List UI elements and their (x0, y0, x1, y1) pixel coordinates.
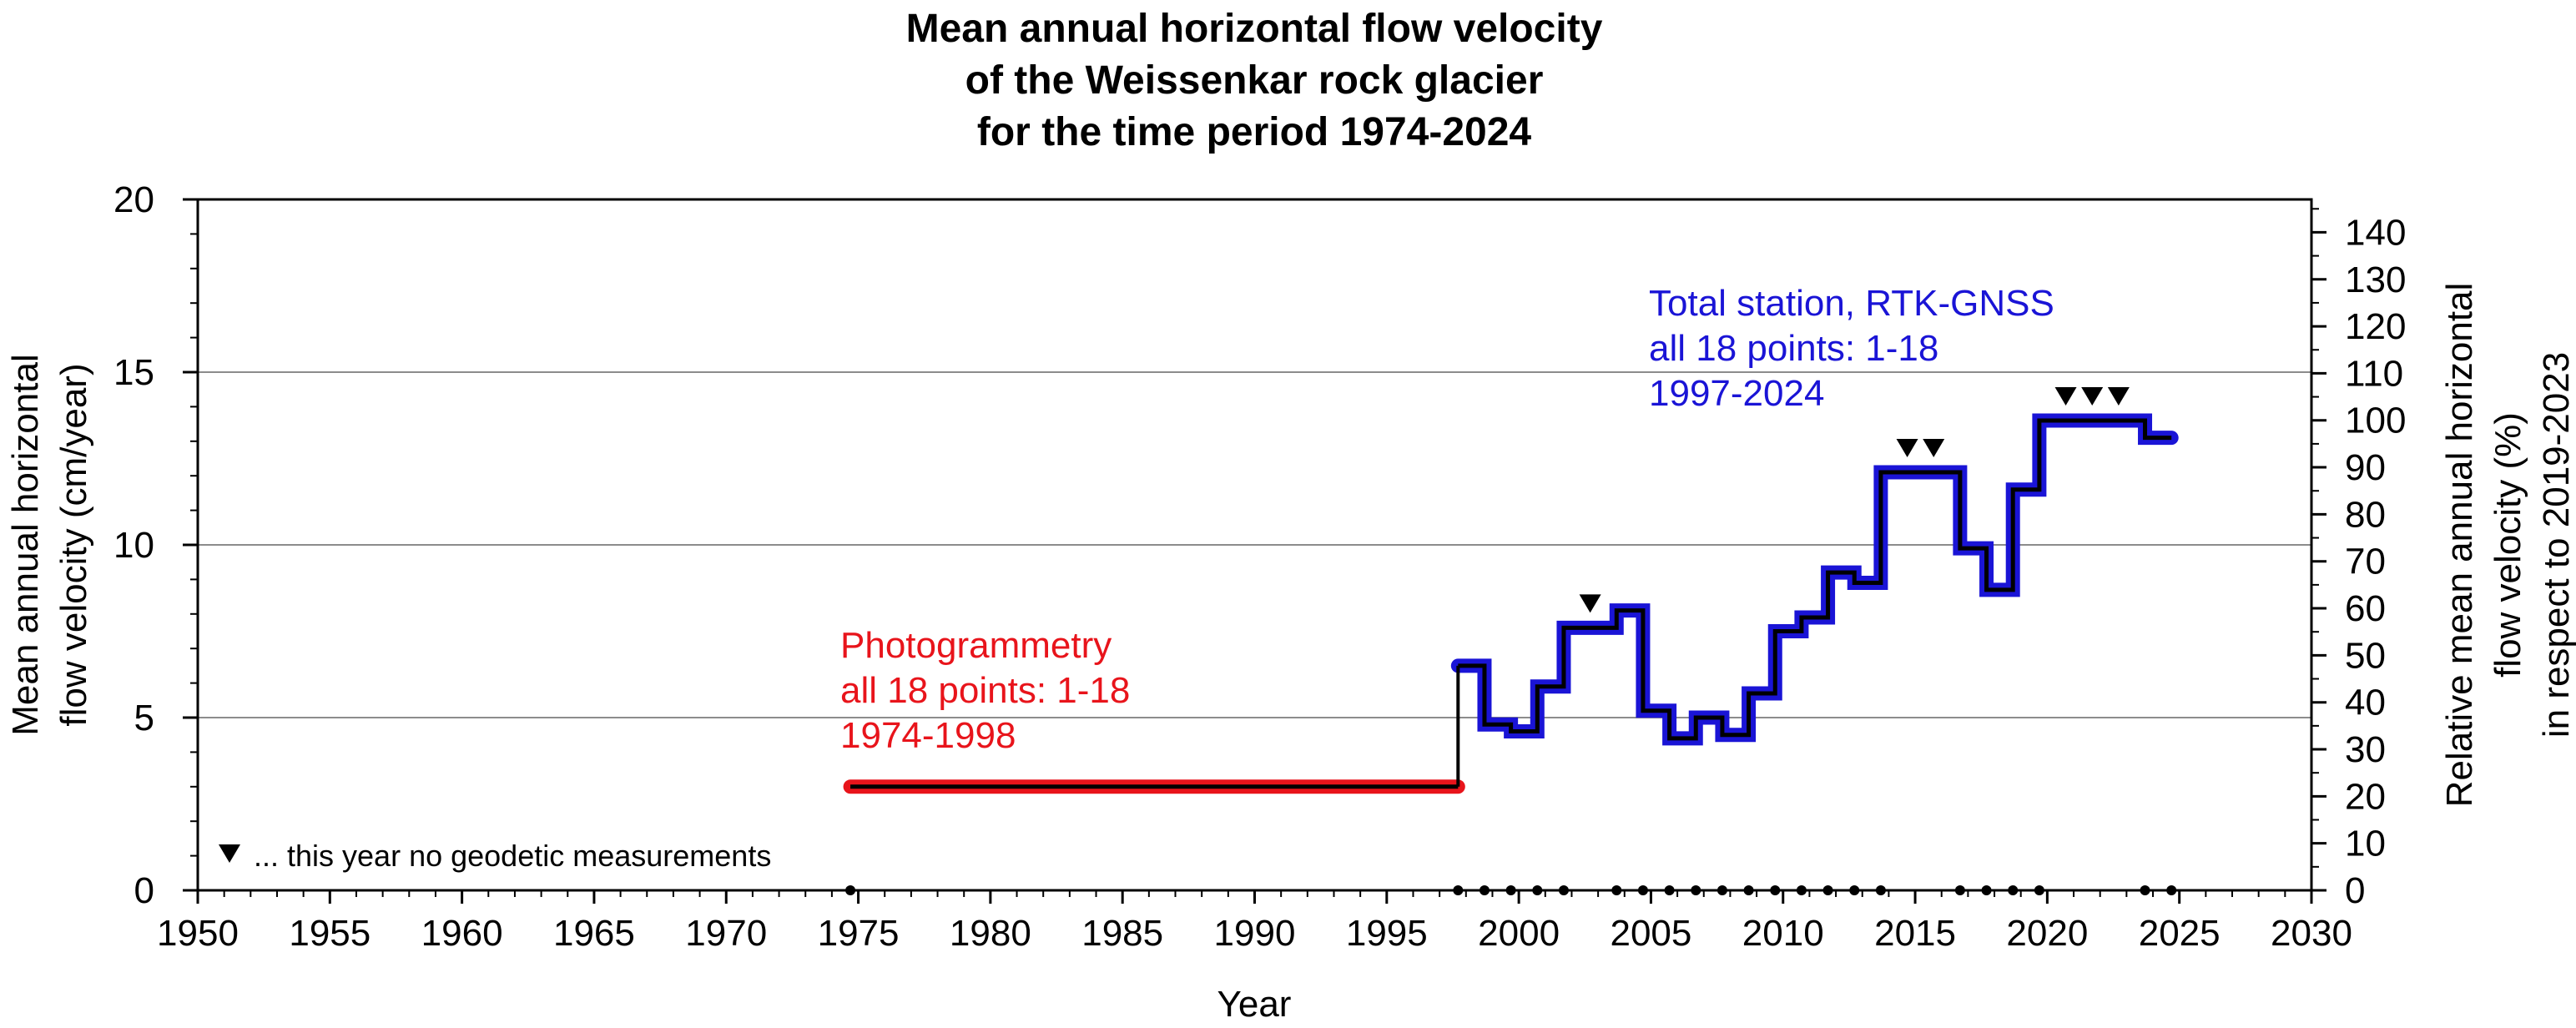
y2-tick-label: 30 (2345, 729, 2386, 770)
x-tick-label: 1965 (553, 913, 635, 954)
no-measurement-marker (1896, 439, 1918, 458)
x-tick-label: 1970 (685, 913, 767, 954)
y2-axis-label: Relative mean annual horizontal flow vel… (2439, 283, 2576, 808)
no-measurement-marker (2054, 386, 2077, 406)
y2-tick-label: 10 (2345, 824, 2386, 864)
series-total-station-outline (1450, 413, 2179, 746)
series-layer (843, 413, 2179, 794)
y2-tick-label: 110 (2345, 353, 2403, 394)
y2-tick-label: 130 (2345, 260, 2406, 300)
y-tick-label: 5 (134, 698, 154, 738)
y-axis-label-line-1: Mean annual horizontal (5, 354, 46, 735)
x-tick-label: 1985 (1081, 913, 1163, 954)
annotation-total-station: Total station, RTK-GNSS all 18 points: 1… (1649, 283, 2054, 414)
title-line-1: Mean annual horizontal flow velocity (906, 7, 1603, 51)
y2-tick-label: 60 (2345, 588, 2386, 629)
annotation-total-station-line-2: all 18 points: 1-18 (1649, 328, 1938, 369)
no-measurement-marker (2081, 386, 2104, 406)
chart-title: Mean annual horizontal flow velocity of … (906, 7, 1603, 154)
x-tick-label: 2015 (1874, 913, 1956, 954)
x-tick-label: 2005 (1610, 913, 1691, 954)
x-tick-label: 1990 (1214, 913, 1296, 954)
x-tick-label: 1975 (818, 913, 900, 954)
annotation-photogrammetry-line-1: Photogrammetry (840, 625, 1112, 666)
x-tick-label: 2000 (1478, 913, 1560, 954)
x-tick-label: 2025 (2139, 913, 2221, 954)
y2-axis-label-line-2: flow velocity (%) (2488, 412, 2528, 678)
y-tick-label: 0 (134, 870, 154, 911)
no-measurement-marker (1579, 594, 1601, 613)
legend: ... this year no geodetic measurements (219, 839, 771, 873)
no-measurement-marker (2107, 386, 2130, 406)
annotation-photogrammetry: Photogrammetry all 18 points: 1-18 1974-… (840, 625, 1130, 756)
x-tick-label: 1950 (157, 913, 239, 954)
y2-tick-label: 80 (2345, 494, 2386, 535)
grid-lines (198, 371, 2311, 718)
y2-tick-label: 40 (2345, 683, 2386, 723)
x-tick-label: 1980 (950, 913, 1031, 954)
y-tick-label: 10 (113, 525, 154, 566)
legend-label: ... this year no geodetic measurements (254, 839, 771, 873)
y-axis-left: 0 5 10 15 20 (113, 179, 198, 911)
x-tick-label: 1955 (289, 913, 371, 954)
y2-axis-label-line-3: in respect to 2019-2023 (2536, 352, 2576, 738)
series-total-station-line (1458, 418, 2172, 741)
title-line-3: for the time period 1974-2024 (977, 110, 1532, 154)
annotation-photogrammetry-line-2: all 18 points: 1-18 (840, 670, 1130, 711)
y2-tick-label: 90 (2345, 447, 2386, 488)
y-tick-label: 15 (113, 352, 154, 393)
annotation-photogrammetry-line-3: 1974-1998 (840, 715, 1016, 756)
y2-tick-label: 120 (2345, 306, 2406, 347)
y2-tick-label: 20 (2345, 776, 2386, 817)
y-axis-right: 0 10 20 30 40 50 60 70 80 90 100 110 120 130 140 (2311, 208, 2406, 911)
y2-tick-label: 50 (2345, 635, 2386, 676)
title-line-2: of the Weissenkar rock glacier (965, 58, 1544, 103)
legend-triangle-marker (219, 844, 240, 863)
annotation-total-station-line-3: 1997-2024 (1649, 373, 1824, 414)
no-measurement-marker (1923, 439, 1945, 458)
x-tick-label: 2030 (2271, 913, 2352, 954)
y2-tick-label: 70 (2345, 542, 2386, 582)
x-axis: 1950 1955 1960 1965 1970 1975 1980 1985 1990 1995… (157, 890, 2352, 954)
y-axis-label: Mean annual horizontal flow velocity (cm… (5, 354, 94, 735)
x-tick-label: 2020 (2006, 913, 2088, 954)
x-axis-label: Year (1217, 984, 1292, 1025)
y2-tick-label: 100 (2345, 401, 2406, 441)
annotation-total-station-line-1: Total station, RTK-GNSS (1649, 283, 2054, 324)
x-tick-label: 2010 (1742, 913, 1824, 954)
y2-tick-label: 0 (2345, 870, 2365, 911)
y-axis-label-line-2: flow velocity (cm/year) (53, 363, 94, 726)
x-tick-label: 1995 (1346, 913, 1428, 954)
y-tick-label: 20 (113, 179, 154, 220)
y2-axis-label-line-1: Relative mean annual horizontal (2439, 283, 2480, 808)
x-tick-label: 1960 (421, 913, 503, 954)
y2-tick-label: 140 (2345, 212, 2406, 253)
